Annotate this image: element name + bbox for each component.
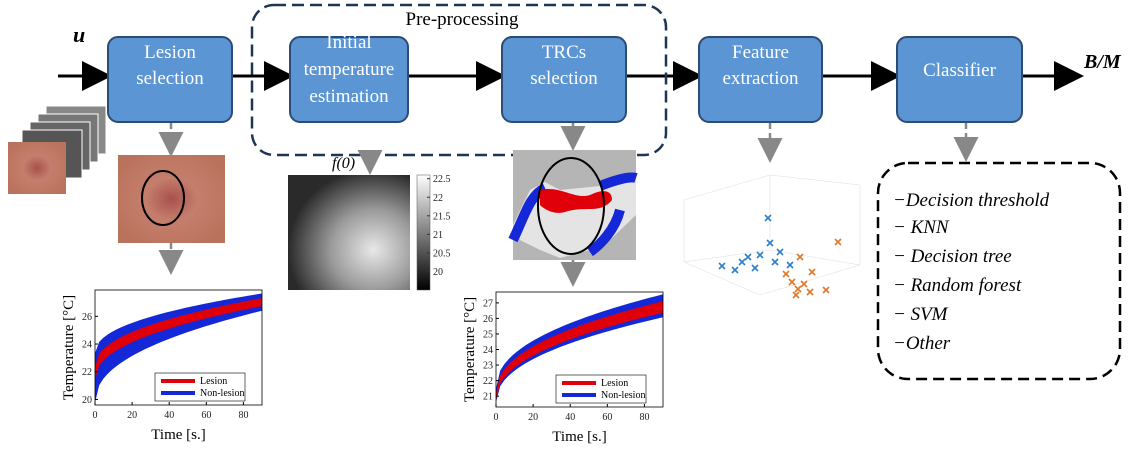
x-tick-label: 60 (602, 412, 612, 423)
scatter-marker (756, 251, 764, 259)
scatter-marker (788, 278, 796, 286)
x-tick-label: 20 (528, 412, 538, 423)
scatter-marker (822, 286, 830, 294)
scatter-marker (796, 253, 804, 261)
colorbar-tick-label: 22.5 (433, 174, 451, 185)
scatter-marker (766, 239, 774, 247)
scatter-marker (751, 264, 759, 272)
scatter-marker (731, 266, 739, 274)
classifier-item: − Random forest (893, 275, 1022, 296)
x-tick-label: 0 (93, 410, 98, 421)
y-tick-label: 27 (483, 298, 493, 309)
initial-estimate-label: f(0) (332, 155, 355, 172)
legend-box (154, 372, 246, 402)
scatter-marker (806, 288, 814, 296)
colorbar-tick-label: 20.5 (433, 248, 451, 259)
node-label: TRCs selection (530, 42, 598, 89)
colorbar-tick-label: 22 (433, 193, 443, 204)
scatter-marker (771, 258, 779, 266)
scatter-marker (776, 248, 784, 256)
x-tick-label: 40 (565, 412, 575, 423)
scatter-marker (764, 214, 772, 222)
legend-label: Non-lesion (200, 388, 244, 399)
process-box (501, 36, 627, 123)
preprocessing-group (250, 3, 668, 157)
colorbar-tick-label: 21.5 (433, 211, 451, 222)
scatter-marker (794, 285, 802, 293)
down-arrows (158, 123, 979, 287)
process-box (289, 36, 409, 123)
x-tick-label: 80 (238, 410, 248, 421)
classifier-list-box (876, 161, 1122, 381)
scatter-marker (738, 258, 746, 266)
y-tick-label: 25 (483, 329, 493, 340)
colorbar-tick-label: 20 (433, 267, 443, 278)
node-label: Feature extraction (723, 42, 799, 89)
x-tick-label: 40 (164, 410, 174, 421)
x-axis-label: Time [s.] (552, 429, 606, 445)
scatter-marker (782, 270, 790, 278)
x-tick-label: 80 (639, 412, 649, 423)
y-tick-label: 26 (82, 312, 92, 323)
trc-image (508, 150, 638, 260)
scatter-marker (808, 268, 816, 276)
scatter-marker (786, 261, 794, 269)
heatmap (288, 175, 410, 290)
image-stack (8, 105, 107, 194)
scatter-marker (800, 280, 808, 288)
classifier-item: − Decision tree (893, 246, 1012, 267)
classifier-item: − SVM (893, 304, 949, 325)
y-axis-label: Temperature [°C] (462, 297, 478, 402)
x-tick-label: 20 (127, 410, 137, 421)
classifier-item: − KNN (893, 217, 950, 238)
x-tick-label: 0 (494, 412, 499, 423)
output-label: B/M (1083, 51, 1122, 73)
y-tick-label: 22 (82, 367, 92, 378)
legend-label: Non-lesion (601, 390, 645, 401)
y-tick-label: 21 (483, 392, 493, 403)
scatter-marker (718, 262, 726, 270)
process-box (896, 36, 1023, 123)
y-tick-label: 26 (483, 314, 493, 325)
scatter-3d (683, 174, 861, 299)
legend-label: Lesion (601, 378, 628, 389)
y-tick-label: 23 (483, 361, 493, 372)
colorbar-tick-label: 21 (433, 230, 443, 241)
y-tick-label: 22 (483, 376, 493, 387)
colorbar (416, 174, 431, 291)
node-label: Classifier (923, 60, 996, 81)
process-box (107, 36, 233, 123)
lesion-band (95, 298, 262, 380)
process-box (698, 36, 823, 123)
node-label: Lesion selection (136, 42, 204, 89)
lesion-band (496, 301, 663, 401)
classifier-item: −Decision threshold (893, 190, 1050, 211)
y-tick-label: 20 (82, 395, 92, 406)
group-label: Pre-processing (406, 9, 519, 30)
scatter-marker (834, 238, 842, 246)
scatter-marker (744, 253, 752, 261)
y-tick-label: 24 (483, 345, 493, 356)
lesion-image (118, 155, 225, 243)
y-tick-label: 24 (82, 340, 92, 351)
x-axis-label: Time [s.] (151, 427, 205, 443)
legend-label: Lesion (200, 376, 227, 387)
non-lesion-band (95, 293, 262, 403)
scatter-marker (792, 291, 800, 299)
x-tick-label: 60 (201, 410, 211, 421)
node-label: Initial temperature estimation (304, 32, 395, 107)
classifier-item: −Other (893, 333, 951, 354)
y-axis-label: Temperature [°C] (61, 295, 77, 400)
input-label: u (73, 22, 85, 47)
legend-box (555, 374, 647, 404)
plot-frame (94, 289, 263, 406)
